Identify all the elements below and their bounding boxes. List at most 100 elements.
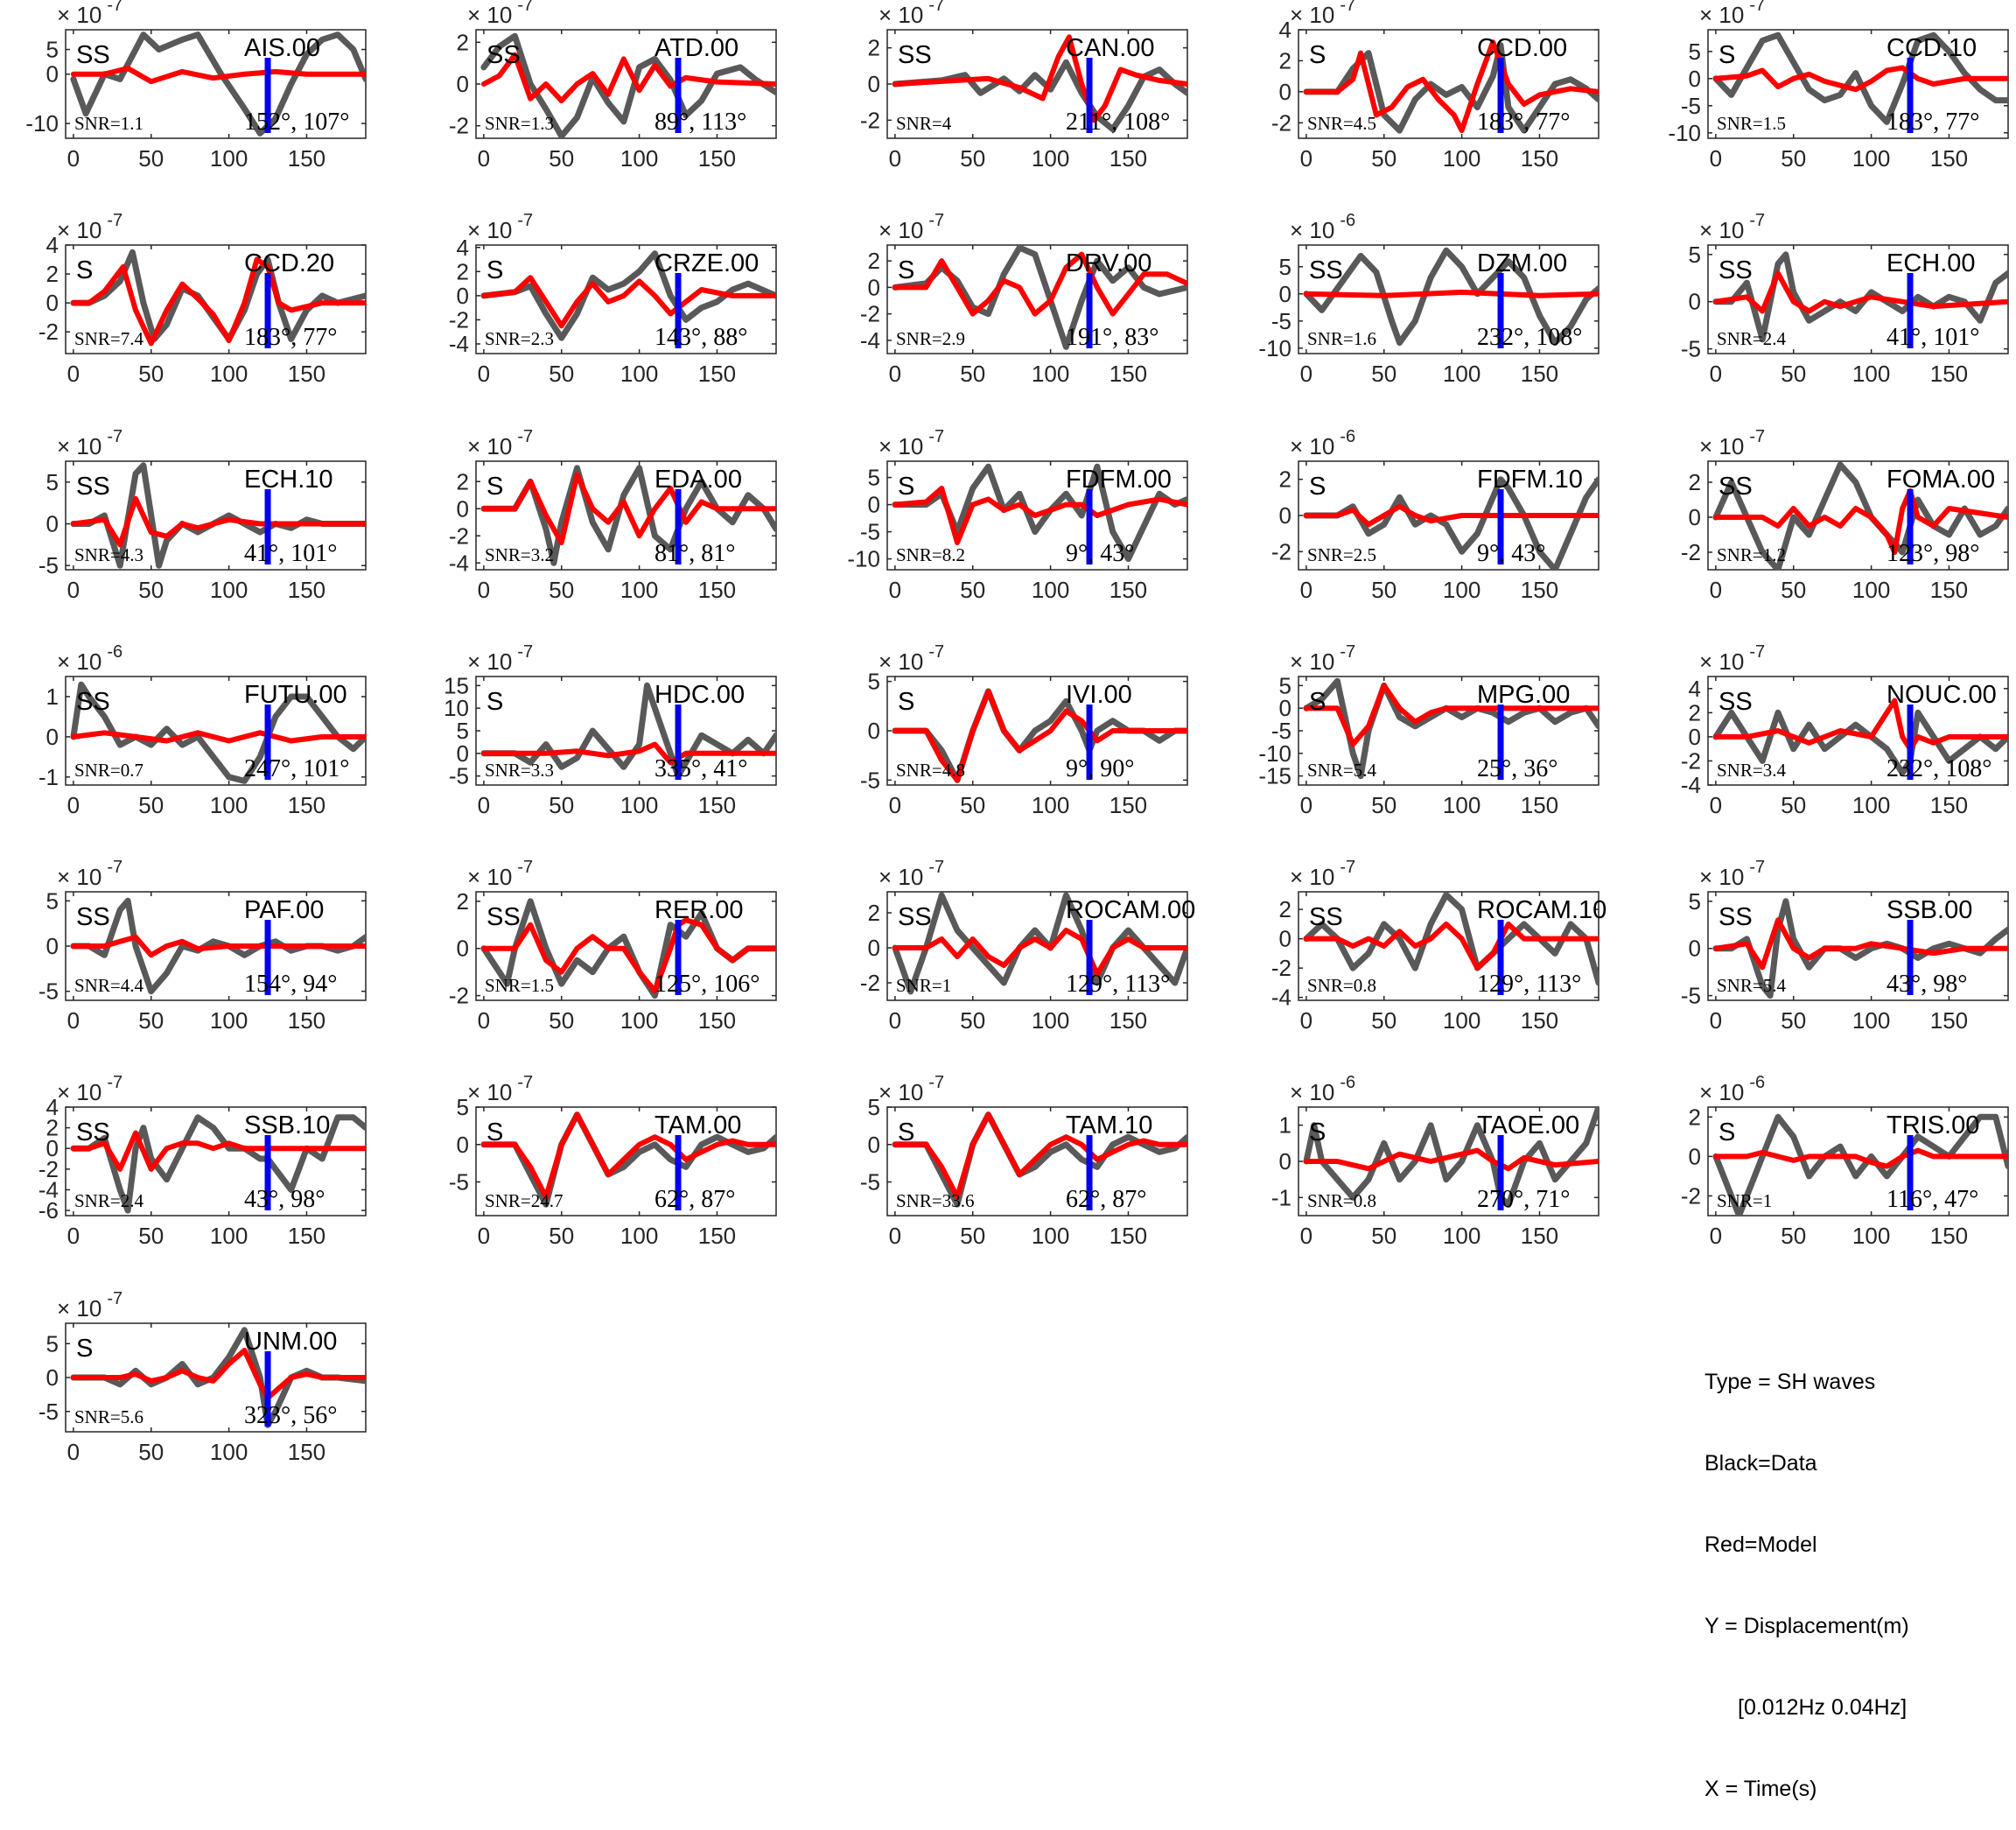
exponent-power: -7	[107, 427, 122, 446]
station-label: AIS.00	[244, 34, 320, 62]
model-trace	[1303, 503, 1599, 528]
y-tick-label: -15	[1258, 763, 1292, 789]
snr-label: SNR=0.8	[1307, 1190, 1376, 1211]
exponent-label: × 10 -7	[1290, 858, 1355, 890]
angle-label: 62°, 87°	[654, 1186, 735, 1213]
traces	[1712, 251, 2008, 348]
y-tick-label: 5	[868, 669, 880, 695]
data-trace	[480, 250, 776, 341]
exponent-base: × 10	[57, 217, 102, 243]
y-tick-label: -10	[1258, 335, 1292, 361]
y-tick-label: -2	[1271, 109, 1292, 136]
exponent-power: -7	[1749, 858, 1765, 877]
y-tick-label: -5	[1271, 308, 1292, 334]
y-tick-label: 2	[1689, 699, 1701, 726]
y-tick-label: 1	[1279, 1112, 1292, 1139]
traces	[1712, 1113, 2008, 1216]
y-tick-label: -2	[38, 1156, 59, 1182]
station-label: CCD.20	[244, 249, 334, 277]
angle-label: 143°, 88°	[654, 324, 747, 351]
phase-label: S	[486, 1118, 503, 1146]
model-trace	[480, 1111, 776, 1200]
legend-band: [0.012Hz 0.04Hz]	[1738, 1695, 1908, 1720]
data-trace	[70, 32, 366, 137]
station-label: IVI.00	[1066, 681, 1132, 709]
traces	[1303, 39, 1599, 134]
angle-label: 9°, 43°	[1477, 540, 1545, 567]
exponent-base: × 10	[57, 649, 102, 675]
model-trace	[1712, 917, 2008, 971]
exponent-label: × 10 -7	[467, 427, 533, 459]
x-tick-label: 0	[478, 361, 490, 387]
exponent-label: × 10 -6	[1290, 1073, 1355, 1105]
exponent-power: -7	[1749, 0, 1765, 15]
angle-label: 125°, 106°	[654, 971, 760, 998]
model-trace	[1712, 1147, 2008, 1169]
model-trace	[70, 495, 366, 548]
exponent-power: -7	[517, 427, 533, 446]
station-label: CAN.00	[1066, 34, 1155, 62]
x-tick-label: 100	[210, 361, 248, 387]
y-tick-label: 5	[46, 37, 59, 63]
phase-label: SS	[76, 41, 110, 69]
panel-fdfm-10: 0 50 100 150 2 0 -2 × 10 -6 S FDFM.10 SNR=2.5 9°, 43…	[1271, 427, 1600, 603]
x-tick-label: 0	[478, 577, 490, 603]
model-trace	[480, 275, 776, 329]
y-tick-label: 0	[1279, 281, 1292, 307]
exponent-label: × 10 -6	[57, 642, 122, 675]
angle-label: 9°, 90°	[1066, 755, 1134, 782]
exponent-base: × 10	[57, 1295, 102, 1322]
x-tick-label: 100	[1852, 361, 1890, 387]
station-label: DRV.00	[1066, 249, 1152, 277]
x-tick-label: 50	[1781, 1223, 1806, 1249]
model-trace	[70, 934, 366, 958]
model-trace	[892, 251, 1187, 317]
model-trace	[1303, 289, 1599, 298]
x-tick-label: 100	[1032, 577, 1069, 603]
y-tick-label: 10	[444, 695, 469, 721]
phase-label: S	[1718, 1118, 1735, 1146]
x-tick-label: 50	[138, 361, 164, 387]
y-tick-label: -4	[1681, 772, 1701, 798]
x-tick-label: 50	[1371, 1223, 1396, 1249]
model-trace	[892, 486, 1187, 545]
snr-label: SNR=1.3	[485, 113, 554, 134]
station-label: NOUC.00	[1886, 681, 1997, 709]
phase-label: SS	[1309, 903, 1343, 931]
y-tick-label: 2	[457, 29, 469, 55]
snr-label: SNR=1.1	[74, 113, 144, 134]
angle-label: 232°, 108°	[1886, 755, 1992, 782]
phase-label: S	[486, 256, 503, 284]
y-tick-label: -2	[1681, 747, 1701, 774]
exponent-label: × 10 -7	[1699, 211, 1765, 243]
data-trace	[1303, 42, 1599, 134]
y-tick-label: 0	[1279, 502, 1292, 529]
x-tick-label: 100	[210, 792, 248, 818]
exponent-label: × 10 -6	[1290, 427, 1355, 459]
y-tick-label: -5	[449, 1169, 469, 1195]
x-tick-label: 150	[288, 577, 326, 603]
snr-label: SNR=2.4	[1717, 328, 1786, 349]
station-label: FDFM.00	[1066, 466, 1172, 494]
x-tick-label: 0	[889, 361, 901, 387]
y-tick-label: -5	[38, 978, 59, 1005]
angle-label: 41°, 101°	[244, 540, 337, 567]
y-tick-label: -5	[38, 552, 59, 578]
x-tick-label: 50	[138, 1007, 164, 1034]
x-tick-label: 150	[1521, 1007, 1558, 1034]
exponent-base: × 10	[57, 864, 102, 890]
x-tick-label: 50	[960, 792, 985, 818]
station-label: MPG.00	[1477, 681, 1570, 709]
model-trace	[892, 34, 1187, 123]
traces	[70, 462, 366, 569]
exponent-label: × 10 -7	[57, 427, 122, 459]
exponent-power: -6	[1340, 211, 1355, 230]
axes-box	[1707, 676, 2009, 786]
snr-label: SNR=8.2	[896, 544, 965, 565]
station-label: ATD.00	[654, 34, 738, 62]
exponent-power: -7	[928, 211, 944, 230]
snr-label: SNR=4.3	[74, 544, 144, 565]
